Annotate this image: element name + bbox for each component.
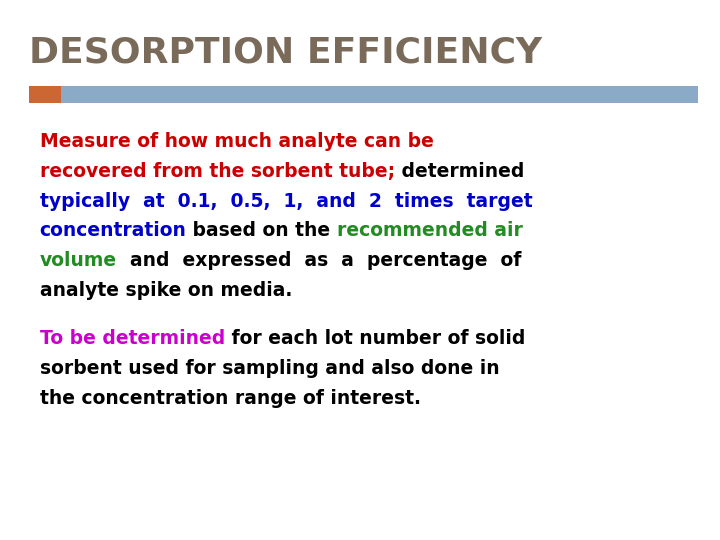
- Bar: [29, 86, 61, 103]
- Text: based on the: based on the: [186, 221, 337, 240]
- Text: sorbent used for sampling and also done in: sorbent used for sampling and also done …: [40, 359, 499, 378]
- Text: for each lot number of solid: for each lot number of solid: [225, 329, 525, 348]
- Text: recommended air: recommended air: [337, 221, 523, 240]
- Text: typically  at  0.1,  0.5,  1,  and  2  times  target: typically at 0.1, 0.5, 1, and 2 times ta…: [40, 192, 532, 211]
- Text: To be determined: To be determined: [40, 329, 225, 348]
- Text: DESORPTION EFFICIENCY: DESORPTION EFFICIENCY: [29, 35, 541, 69]
- Text: Measure of how much analyte can be: Measure of how much analyte can be: [40, 132, 433, 151]
- Text: recovered from the sorbent tube;: recovered from the sorbent tube;: [40, 162, 395, 181]
- Text: analyte spike on media.: analyte spike on media.: [40, 281, 292, 300]
- Text: and  expressed  as  a  percentage  of: and expressed as a percentage of: [117, 251, 521, 270]
- Bar: [61, 86, 698, 103]
- Text: volume: volume: [40, 251, 117, 270]
- Text: concentration: concentration: [40, 221, 186, 240]
- Text: the concentration range of interest.: the concentration range of interest.: [40, 389, 420, 408]
- Text: determined: determined: [395, 162, 524, 181]
